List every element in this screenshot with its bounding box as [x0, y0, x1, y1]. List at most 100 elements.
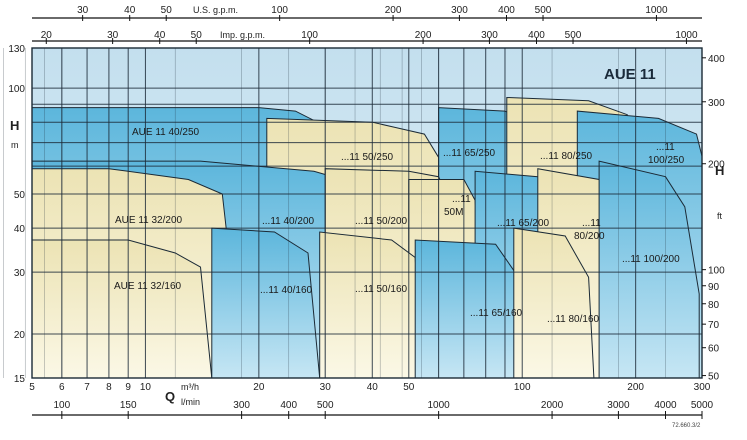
- y-tick-ft-2: 70: [708, 320, 720, 331]
- top-usgpm-label: U.S. g.p.m.: [193, 5, 238, 15]
- x-tick-m3h-11: 200: [627, 382, 644, 393]
- top-impgpm-tick-9: 1000: [675, 30, 698, 41]
- y-axis-unit-right: ft: [717, 211, 723, 221]
- x-tick-m3h-4: 9: [125, 382, 131, 393]
- curve-label-8-line1: ...11: [452, 194, 471, 205]
- x-tick-m3h-5: 10: [140, 382, 152, 393]
- top-usgpm-tick-4: 200: [385, 5, 402, 16]
- pump-curve-areas: [32, 96, 702, 378]
- x-tick-lmin-3: 400: [280, 400, 297, 411]
- y-tick-m-0: 15: [14, 374, 26, 385]
- y-tick-m-4: 50: [14, 190, 26, 201]
- axes: 15 20 30 40 50 100 130 50 60 70 80 90 100 200 300 400 5 6…: [8, 5, 725, 419]
- x-tick-lmin-0: 100: [53, 400, 70, 411]
- y-tick-m-5: 100: [8, 84, 25, 95]
- y-tick-ft-3: 80: [708, 300, 720, 311]
- x-tick-lmin-1: 150: [120, 400, 137, 411]
- curve-label-4-line1: ...11: [656, 142, 675, 153]
- top-usgpm-tick-2: 50: [161, 5, 173, 16]
- curve-area-12: [32, 239, 213, 378]
- curve-label-0: AUE 11 40/250: [132, 127, 200, 138]
- curve-area-13: [211, 227, 321, 378]
- y-tick-m-3: 40: [14, 224, 26, 235]
- y-tick-ft-6: 200: [708, 160, 725, 171]
- top-impgpm-tick-7: 400: [528, 30, 545, 41]
- top-impgpm-tick-4: 100: [301, 30, 318, 41]
- curve-label-4-line2: 100/250: [648, 155, 685, 166]
- curve-label-6: AUE 11 32/200: [115, 215, 183, 226]
- chart-title: AUE 11: [604, 66, 656, 83]
- y-tick-ft-7: 300: [708, 98, 725, 109]
- top-impgpm-tick-6: 300: [481, 30, 498, 41]
- curve-area-11: [598, 160, 700, 378]
- curve-label-13: ...11 40/160: [260, 285, 313, 296]
- curve-label-8-line2: 50M: [444, 207, 463, 218]
- footer-code: 72.660.3/2: [672, 423, 701, 429]
- top-impgpm-tick-0: 20: [41, 30, 53, 41]
- curve-label-3: ...11 80/250: [540, 151, 593, 162]
- x-tick-lmin-7: 3000: [607, 400, 630, 411]
- curve-label-5: ...11 40/200: [262, 216, 315, 227]
- grid-lines: [3, 47, 703, 379]
- y-tick-ft-4: 90: [708, 282, 720, 293]
- top-impgpm-tick-2: 40: [154, 30, 166, 41]
- y-tick-m-1: 20: [14, 330, 26, 341]
- top-impgpm-tick-5: 200: [415, 30, 432, 41]
- curve-label-2: ...11 65/250: [443, 148, 496, 159]
- curve-label-10-line2: 80/200: [574, 231, 605, 242]
- y-axis-unit-left: m: [11, 140, 19, 150]
- x-tick-m3h-0: 5: [29, 382, 35, 393]
- y-tick-ft-1: 60: [708, 344, 720, 355]
- top-impgpm-tick-1: 30: [107, 30, 119, 41]
- curve-label-16: ...11 80/160: [547, 314, 600, 325]
- x-tick-lmin-2: 300: [233, 400, 250, 411]
- curve-label-11: ...11 100/200: [622, 254, 680, 265]
- curve-label-12: AUE 11 32/160: [114, 281, 182, 292]
- curve-label-15: ...11 65/160: [470, 308, 523, 319]
- plot-frame: [31, 47, 703, 379]
- x-tick-m3h-9: 50: [403, 382, 415, 393]
- x-axis-unit-m3h: m³/h: [181, 382, 199, 392]
- x-tick-m3h-12: 300: [694, 382, 711, 393]
- x-tick-lmin-4: 500: [317, 400, 334, 411]
- x-tick-lmin-5: 1000: [428, 400, 451, 411]
- x-tick-m3h-1: 6: [59, 382, 65, 393]
- top-usgpm-tick-7: 500: [535, 5, 552, 16]
- curve-label-9: ...11 65/200: [497, 218, 550, 229]
- y-tick-m-2: 30: [14, 268, 26, 279]
- y-axis-label: H: [10, 118, 19, 133]
- x-tick-m3h-8: 40: [367, 382, 379, 393]
- curve-label-7: ...11 50/200: [355, 216, 408, 227]
- top-impgpm-tick-8: 500: [565, 30, 582, 41]
- x-tick-lmin-8: 4000: [654, 400, 677, 411]
- x-tick-m3h-7: 30: [320, 382, 332, 393]
- y-axis-label-right: H: [715, 163, 724, 178]
- x-tick-m3h-10: 100: [514, 382, 531, 393]
- curve-label-14: ...11 50/160: [355, 284, 408, 295]
- curve-area-16: [513, 227, 595, 378]
- top-usgpm-tick-8: 1000: [645, 5, 668, 16]
- curve-labels: AUE 11 40/250 ...11 50/250 ...11 65/250...…: [114, 127, 685, 325]
- curve-label-10-line1: ...11: [582, 218, 601, 229]
- x-tick-m3h-3: 8: [106, 382, 112, 393]
- curve-area-15: [414, 239, 527, 378]
- y-tick-ft-5: 100: [708, 266, 725, 277]
- x-tick-lmin-9: 5000: [691, 400, 714, 411]
- curve-label-1: ...11 50/250: [341, 152, 394, 163]
- top-impgpm-tick-3: 50: [191, 30, 203, 41]
- x-tick-m3h-2: 7: [84, 382, 90, 393]
- curve-area-14: [319, 231, 422, 378]
- y-tick-ft-8: 400: [708, 54, 725, 65]
- x-axis-label: Q: [165, 389, 175, 404]
- top-usgpm-tick-3: 100: [271, 5, 288, 16]
- x-axis-unit-lmin: l/min: [181, 397, 200, 407]
- top-usgpm-tick-5: 300: [451, 5, 468, 16]
- y-tick-m-6: 130: [8, 44, 25, 55]
- x-tick-m3h-6: 20: [253, 382, 265, 393]
- top-usgpm-tick-1: 40: [124, 5, 136, 16]
- x-tick-lmin-6: 2000: [541, 400, 564, 411]
- top-usgpm-tick-6: 400: [498, 5, 515, 16]
- y-tick-ft-0: 50: [708, 372, 720, 383]
- top-impgpm-label: Imp. g.p.m.: [220, 30, 265, 40]
